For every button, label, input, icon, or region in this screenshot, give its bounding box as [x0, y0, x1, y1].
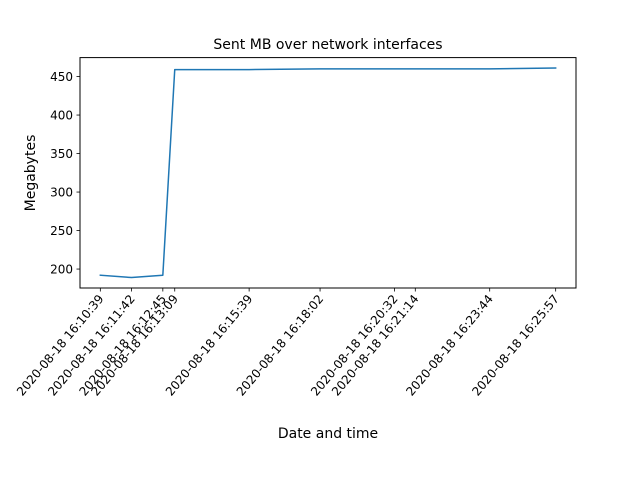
y-tick-label: 350 — [50, 147, 73, 161]
x-tick-label: 2020-08-18 16:21:14 — [329, 292, 422, 399]
y-axis-label: Megabytes — [23, 135, 39, 212]
chart-title: Sent MB over network interfaces — [213, 37, 442, 53]
x-tick-label: 2020-08-18 16:13:09 — [88, 292, 181, 399]
x-axis-label: Date and time — [278, 426, 378, 442]
x-tick-label: 2020-08-18 16:20:32 — [308, 292, 401, 399]
y-tick-label: 450 — [50, 70, 73, 84]
y-axis: 200 250 300 350 400 450 — [50, 70, 80, 276]
series-group — [99, 67, 557, 279]
y-tick-label: 200 — [50, 262, 73, 276]
series-line — [99, 67, 557, 279]
y-tick-label: 250 — [50, 224, 73, 238]
plot-area — [79, 57, 577, 289]
y-tick-label: 300 — [50, 185, 73, 199]
y-tick-label: 400 — [50, 108, 73, 122]
